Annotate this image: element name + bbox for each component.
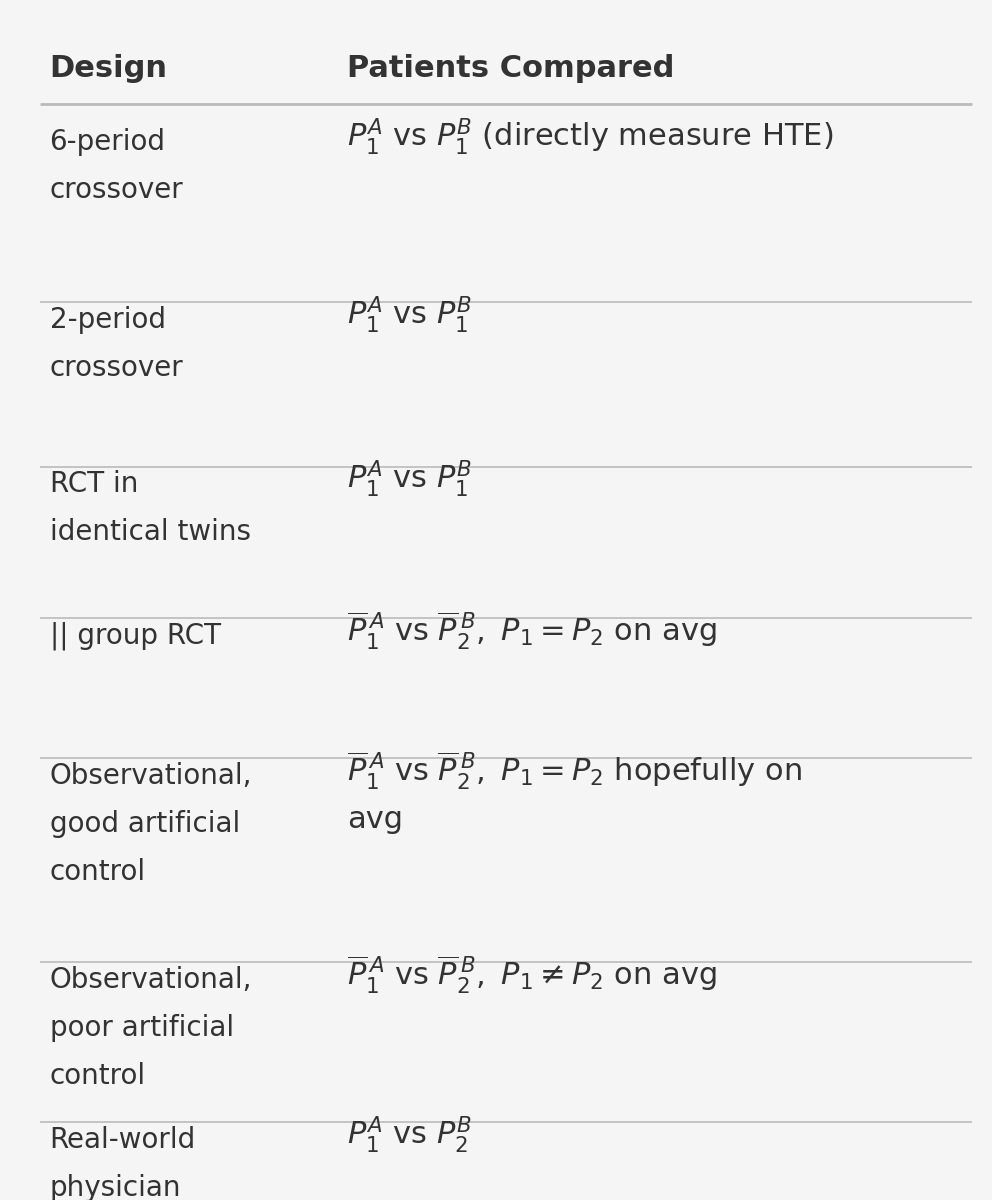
Text: Observational,: Observational, [50, 762, 252, 790]
Text: RCT in: RCT in [50, 470, 138, 498]
Text: crossover: crossover [50, 354, 184, 382]
Text: poor artificial: poor artificial [50, 1014, 234, 1042]
Text: control: control [50, 858, 146, 886]
Text: physician: physician [50, 1174, 182, 1200]
Text: crossover: crossover [50, 176, 184, 204]
Text: $P_1^A$ vs $P_1^B$ (directly measure HTE): $P_1^A$ vs $P_1^B$ (directly measure HTE… [347, 116, 833, 157]
Text: $P_1^A$ vs $P_1^B$: $P_1^A$ vs $P_1^B$ [347, 458, 472, 499]
Text: identical twins: identical twins [50, 518, 251, 546]
Text: control: control [50, 1062, 146, 1090]
Text: || group RCT: || group RCT [50, 622, 220, 650]
Text: 2-period: 2-period [50, 306, 166, 334]
Text: $P_1^A$ vs $P_2^B$: $P_1^A$ vs $P_2^B$ [347, 1114, 472, 1154]
Text: Patients Compared: Patients Compared [347, 54, 675, 83]
Text: $P_1^A$ vs $P_1^B$: $P_1^A$ vs $P_1^B$ [347, 294, 472, 335]
Text: $\overline{P}_1^{\,A}$ vs $\overline{P}_2^{\,B},$ $P_1 = P_2$ hopefully on: $\overline{P}_1^{\,A}$ vs $\overline{P}_… [347, 750, 803, 792]
Text: Design: Design [50, 54, 168, 83]
Text: avg: avg [347, 805, 403, 834]
Text: good artificial: good artificial [50, 810, 240, 838]
Text: $\overline{P}_1^{\,A}$ vs $\overline{P}_2^{\,B},$ $P_1 \neq P_2$ on avg: $\overline{P}_1^{\,A}$ vs $\overline{P}_… [347, 954, 717, 996]
Text: $\overline{P}_1^{\,A}$ vs $\overline{P}_2^{\,B},$ $P_1 = P_2$ on avg: $\overline{P}_1^{\,A}$ vs $\overline{P}_… [347, 610, 717, 652]
Text: Observational,: Observational, [50, 966, 252, 994]
Text: 6-period: 6-period [50, 128, 166, 156]
Text: Real-world: Real-world [50, 1126, 195, 1153]
